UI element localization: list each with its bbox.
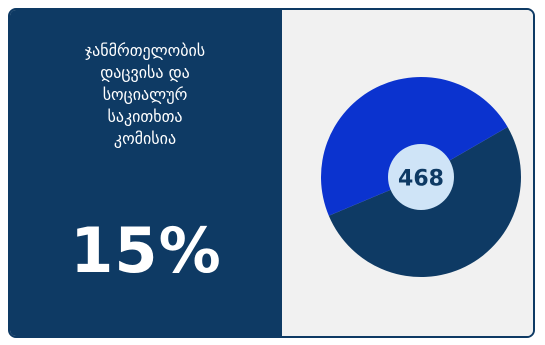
chart-panel: 468 [282,10,533,336]
percent-value: 15% [70,214,222,287]
committee-title: ჯანმრთელობის დაცვისა და სოციალურ საკითხთ… [84,41,206,148]
center-label: 468 [398,167,444,192]
stat-card: ჯანმრთელობის დაცვისა და სოციალურ საკითხთ… [8,8,535,338]
donut-hole [388,144,454,210]
info-panel: ჯანმრთელობის დაცვისა და სოციალურ საკითხთ… [10,10,282,336]
donut-chart: 468 [321,76,521,277]
